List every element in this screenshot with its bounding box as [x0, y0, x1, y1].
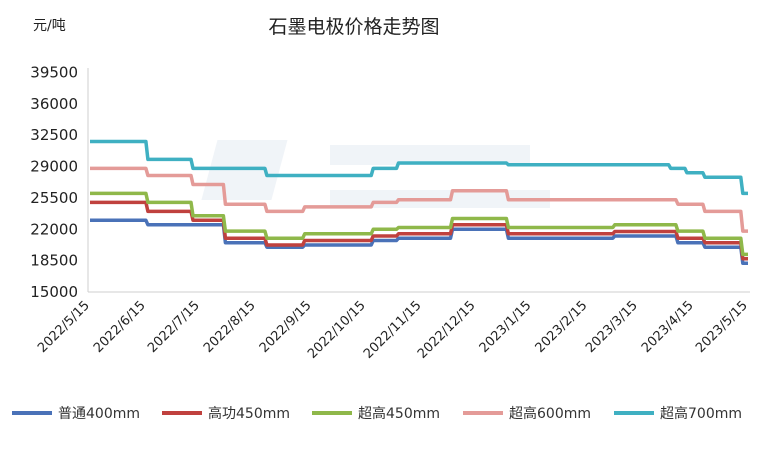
- x-tick-label: 2022/5/15: [35, 298, 93, 356]
- series-line-1: [90, 218, 748, 266]
- x-tick-label: 2023/5/15: [693, 298, 751, 356]
- series-line-2: [90, 200, 748, 261]
- x-tick-label: 2022/12/15: [415, 298, 479, 362]
- x-tick-label: 2023/4/15: [639, 298, 697, 356]
- y-tick-labels: 39500 36000 32500 29000 25500 22000 18500 15000: [30, 63, 78, 301]
- legend-label: 高功450mm: [208, 405, 290, 422]
- y-tick-label: 29000: [30, 158, 78, 176]
- y-tick-label: 25500: [30, 189, 78, 207]
- chart-title: 石墨电极价格走势图: [268, 16, 439, 38]
- x-tick-label: 2022/8/15: [201, 298, 259, 356]
- series-line-3: [90, 191, 748, 257]
- y-tick-label: 36000: [30, 95, 78, 113]
- x-tick-label: 2023/1/15: [477, 298, 535, 356]
- x-tick-label: 2022/10/15: [305, 298, 369, 362]
- legend-label: 超高600mm: [509, 405, 591, 422]
- x-tick-label: 2023/3/15: [583, 298, 641, 356]
- x-tick-label: 2022/6/15: [91, 298, 149, 356]
- y-tick-label: 22000: [30, 220, 78, 238]
- x-tick-labels: 2022/5/152022/6/152022/7/152022/8/152022…: [35, 298, 751, 362]
- legend-label: 超高700mm: [660, 405, 742, 422]
- x-tick-label: 2022/7/15: [145, 298, 203, 356]
- x-tick-label: 2023/2/15: [533, 298, 591, 356]
- legend-label: 超高450mm: [358, 405, 440, 422]
- x-tick-label: 2022/9/15: [257, 298, 315, 356]
- series-line-5: [90, 139, 748, 196]
- y-tick-label: 32500: [30, 126, 78, 144]
- legend-label: 普通400mm: [58, 406, 140, 422]
- legend: 普通400mm 高功450mm 超高450mm 超高600mm 超高700mm: [12, 405, 742, 422]
- y-tick-label: 18500: [30, 252, 78, 270]
- y-tick-label: 15000: [30, 283, 78, 301]
- series-line-4: [90, 166, 748, 233]
- y-unit-label: 元/吨: [33, 18, 66, 34]
- series-lines: [90, 139, 748, 266]
- watermark-logo: [201, 140, 550, 208]
- y-tick-label: 39500: [30, 63, 78, 81]
